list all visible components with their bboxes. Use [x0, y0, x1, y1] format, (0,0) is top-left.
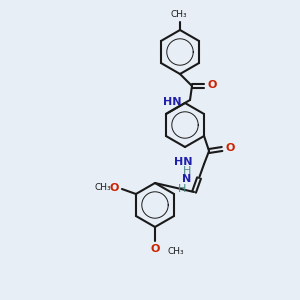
Text: O: O [225, 143, 234, 153]
Text: HN: HN [164, 97, 182, 107]
Text: CH₃: CH₃ [171, 10, 187, 19]
Text: O: O [150, 244, 160, 254]
Text: O: O [208, 80, 218, 90]
Text: H: H [183, 166, 191, 176]
Text: CH₃: CH₃ [94, 184, 111, 193]
Text: N: N [182, 174, 191, 184]
Text: H: H [178, 184, 186, 194]
Text: CH₃: CH₃ [167, 248, 184, 256]
Text: HN: HN [174, 157, 192, 167]
Text: O: O [110, 183, 119, 193]
